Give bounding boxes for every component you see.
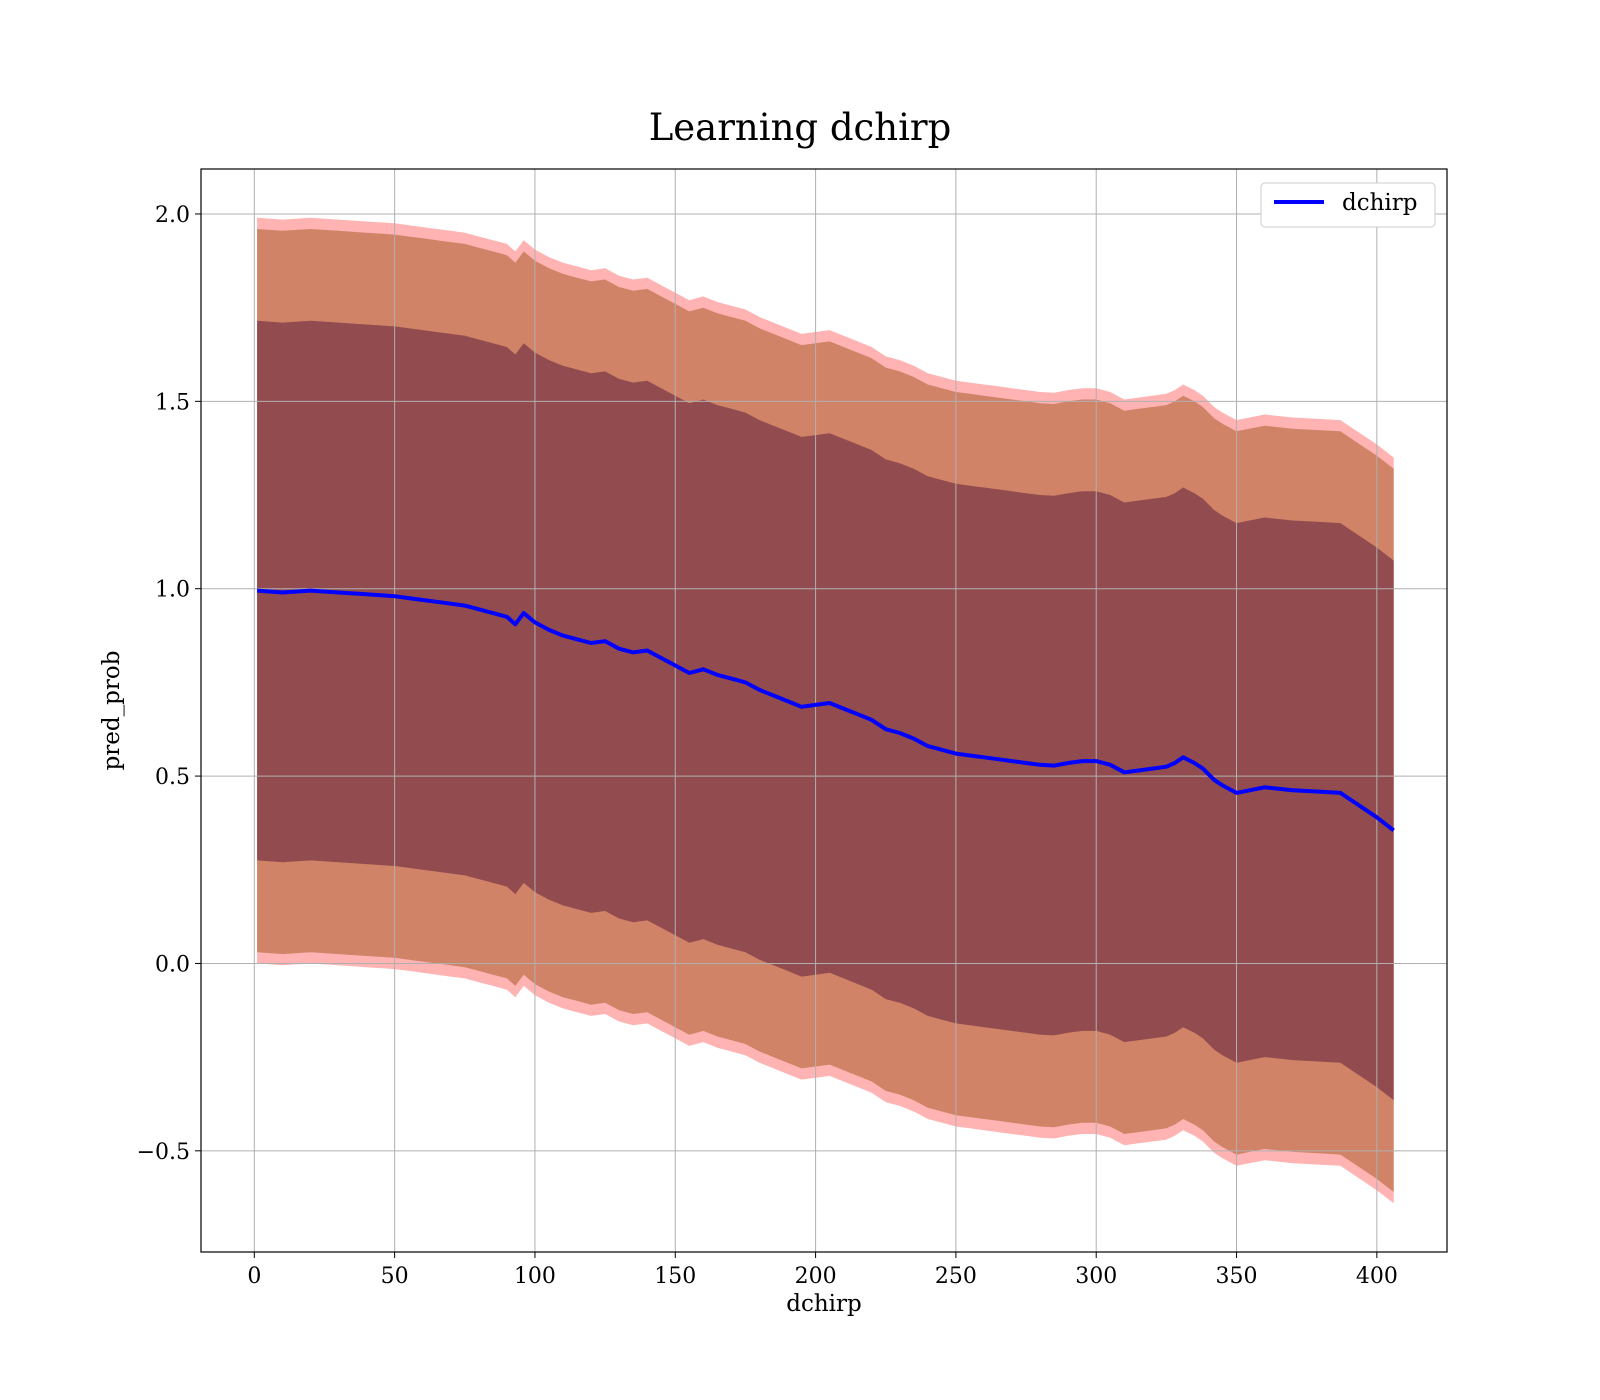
y-axis-label: pred_prob: [99, 651, 125, 771]
x-axis-ticks: 0 50 100 150 200 250 300 350 400: [247, 1252, 1398, 1289]
x-tick-label: 300: [1075, 1264, 1117, 1289]
legend-box: [1260, 182, 1436, 228]
y-axis-ticks: −0.5 0.0 0.5 1.0 1.5 2.0: [137, 203, 201, 1165]
y-tick-label: 0.0: [155, 952, 190, 977]
plot-frame: [200, 168, 1448, 1253]
y-tick-label: 0.5: [155, 765, 190, 790]
legend-label: dchirp: [1342, 190, 1418, 216]
y-tick-label: 2.0: [155, 203, 190, 228]
confidence-band: [257, 320, 1394, 1101]
y-tick-label: −0.5: [137, 1140, 190, 1165]
x-axis-label: dchirp: [786, 1291, 862, 1317]
chart-title: Learning dchirp: [649, 106, 952, 149]
x-tick-label: 100: [514, 1264, 556, 1289]
x-tick-label: 350: [1216, 1264, 1258, 1289]
grid: [201, 169, 1447, 1252]
x-tick-label: 0: [247, 1264, 261, 1289]
x-tick-label: 200: [795, 1264, 837, 1289]
y-tick-label: 1.0: [155, 578, 190, 603]
x-tick-label: 50: [381, 1264, 409, 1289]
x-tick-label: 250: [935, 1264, 977, 1289]
y-tick-label: 1.5: [155, 390, 190, 415]
x-tick-label: 400: [1356, 1264, 1398, 1289]
series-lines: [256, 588, 1395, 832]
series-line-dchirp: [256, 588, 1395, 832]
legend: dchirp: [1260, 182, 1436, 228]
confidence-bands: [257, 217, 1394, 1204]
x-tick-label: 150: [654, 1264, 696, 1289]
